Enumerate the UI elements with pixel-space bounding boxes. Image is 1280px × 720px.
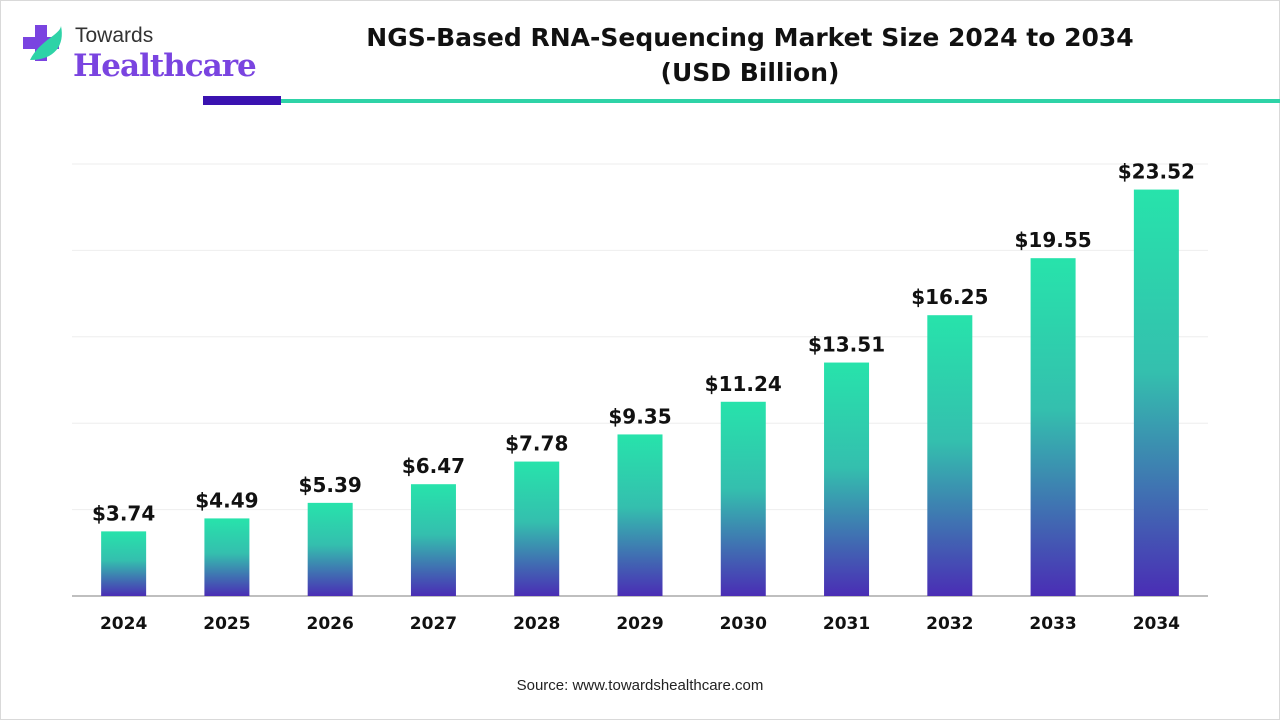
x-tick-label: 2024 xyxy=(100,614,147,634)
data-label: $5.39 xyxy=(299,473,362,497)
data-label: $16.25 xyxy=(911,285,988,309)
x-tick-label: 2026 xyxy=(307,614,354,634)
bar-2032 xyxy=(927,315,973,596)
bar-2025 xyxy=(204,518,250,596)
x-tick-label: 2027 xyxy=(410,614,457,634)
bar-2024 xyxy=(101,531,147,596)
data-label: $4.49 xyxy=(195,488,258,512)
bar-2026 xyxy=(307,502,353,596)
chart-title: NGS-Based RNA-Sequencing Market Size 202… xyxy=(300,20,1200,90)
title-line-2: (USD Billion) xyxy=(660,58,840,87)
data-label: $9.35 xyxy=(608,404,671,428)
x-tick-label: 2025 xyxy=(203,614,250,634)
x-tick-label: 2030 xyxy=(720,614,767,634)
data-label: $23.52 xyxy=(1118,160,1195,184)
brand-towards: Towards xyxy=(75,24,154,47)
bar-2027 xyxy=(410,484,456,596)
x-tick-label: 2028 xyxy=(513,614,560,634)
brand-healthcare: Healthcare xyxy=(73,48,257,84)
bar-2034 xyxy=(1133,189,1179,596)
data-label: $13.51 xyxy=(808,333,885,357)
x-tick-label: 2033 xyxy=(1029,614,1076,634)
x-tick-label: 2031 xyxy=(823,614,870,634)
data-label: $6.47 xyxy=(402,454,465,478)
x-tick-label: 2029 xyxy=(616,614,663,634)
data-label: $3.74 xyxy=(92,501,155,525)
source-note: Source: www.towardshealthcare.com xyxy=(516,677,764,694)
data-label: $11.24 xyxy=(705,372,782,396)
x-tick-label: 2034 xyxy=(1133,614,1180,634)
bar-2031 xyxy=(824,362,870,596)
accent-bar-teal xyxy=(281,99,1280,103)
title-line-1: NGS-Based RNA-Sequencing Market Size 202… xyxy=(366,23,1134,52)
data-label: $7.78 xyxy=(505,432,568,456)
bar-2029 xyxy=(617,434,663,596)
bar-2030 xyxy=(720,401,766,596)
data-label: $19.55 xyxy=(1014,228,1091,252)
medical-cross-leaf-icon xyxy=(23,25,62,61)
accent-bar-dark xyxy=(203,96,281,105)
bar-2033 xyxy=(1030,258,1076,596)
x-tick-label: 2032 xyxy=(926,614,973,634)
bar-2028 xyxy=(514,461,560,596)
